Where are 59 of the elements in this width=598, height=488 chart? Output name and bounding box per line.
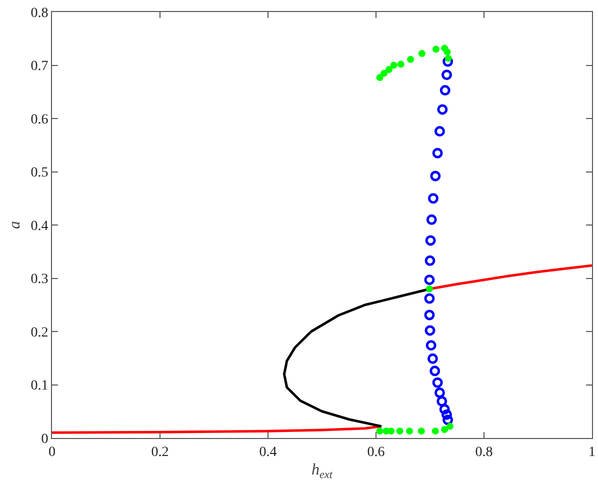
point (428, 193, 438, 204)
point (432, 46, 440, 53)
point (424, 255, 436, 266)
point (380, 70, 388, 77)
y-tick-label: 0.4 (30, 218, 48, 234)
point (396, 428, 404, 435)
y-tick-label: 0.2 (30, 325, 48, 340)
point (426, 285, 433, 292)
point (425, 235, 436, 246)
point (439, 404, 450, 414)
y-tick-label: 0.5 (30, 166, 48, 181)
point (442, 414, 454, 426)
point (432, 377, 443, 388)
point (376, 428, 384, 435)
point (424, 293, 435, 304)
x-tick-label: 0.6 (367, 444, 385, 460)
x-tick-label: 0.4 (259, 444, 277, 460)
point (388, 428, 395, 435)
point (385, 66, 392, 74)
point (440, 85, 450, 96)
point (390, 62, 398, 69)
y-tick-label: 0.7 (30, 59, 48, 74)
point (430, 366, 440, 376)
point (427, 353, 438, 364)
point (442, 56, 454, 67)
point (397, 60, 404, 68)
point (446, 422, 454, 430)
point (441, 409, 452, 420)
point (432, 428, 439, 435)
point (441, 70, 452, 80)
point (444, 48, 451, 56)
y-axis-title: a (6, 221, 24, 229)
x-tick-label: 0.2 (151, 444, 169, 460)
point (407, 56, 414, 63)
point (426, 214, 437, 225)
point (437, 104, 448, 115)
point (432, 148, 443, 158)
x-tick-label: 0.8 (475, 444, 493, 460)
x-axis-title: h$_{ext}$ (311, 462, 334, 481)
point (418, 50, 426, 58)
point (424, 310, 435, 320)
y-tick-label: 0 (41, 432, 48, 447)
point (436, 396, 448, 407)
point (434, 126, 445, 137)
x-tick-label: 1 (588, 444, 596, 460)
y-tick-label: 0.6 (30, 112, 48, 128)
point (418, 428, 425, 435)
point (426, 340, 436, 351)
point (434, 387, 445, 398)
point (406, 428, 413, 435)
point (424, 274, 435, 286)
point (424, 325, 436, 336)
point (376, 74, 384, 81)
line-series (52, 425, 383, 434)
y-tick-label: 0.1 (30, 378, 48, 394)
point (430, 170, 441, 182)
y-tick-label: 0.8 (30, 6, 48, 21)
point (441, 426, 448, 433)
y-tick-label: 0.3 (30, 272, 48, 288)
